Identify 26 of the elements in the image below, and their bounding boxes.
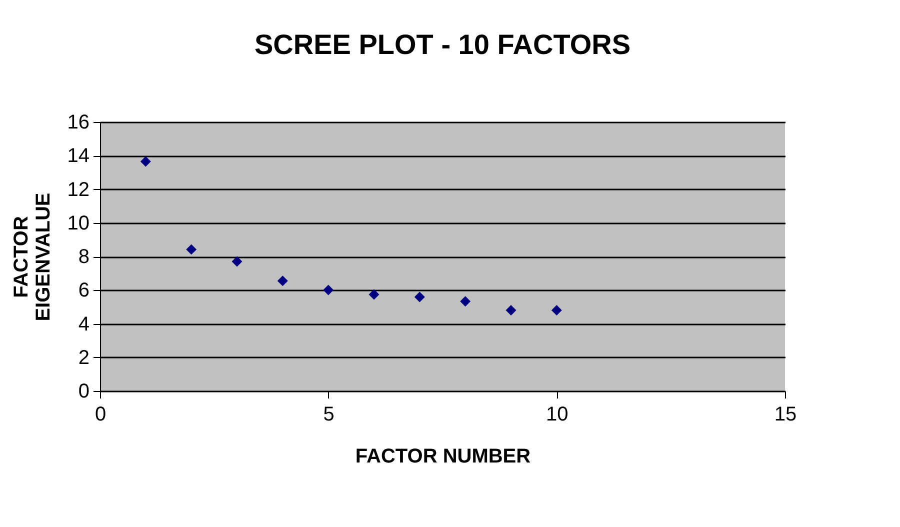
y-tick-label: 10 xyxy=(67,212,90,234)
y-tick-label: 12 xyxy=(67,178,90,201)
y-tick-label: 8 xyxy=(78,246,90,268)
x-axis-title: FACTOR NUMBER xyxy=(355,446,532,468)
chart-title: SCREE PLOT - 10 FACTORS xyxy=(254,29,630,60)
y-tick-label: 14 xyxy=(67,145,90,168)
point xyxy=(140,156,151,167)
y-axis-title: FACTOR EIGENVALUE xyxy=(10,192,54,322)
y-tick-label: 4 xyxy=(78,313,90,336)
point xyxy=(551,305,562,316)
x-tick-label: 10 xyxy=(546,404,568,426)
point xyxy=(414,292,425,302)
point xyxy=(368,289,380,300)
point xyxy=(277,276,288,286)
point xyxy=(323,284,334,296)
y-tick-label: 16 xyxy=(67,112,90,134)
y-tick-label: 0 xyxy=(78,380,90,402)
y-tick-label: 6 xyxy=(78,280,90,302)
point xyxy=(232,256,242,267)
point xyxy=(186,244,197,255)
point xyxy=(506,305,516,316)
x-tick-label: 0 xyxy=(94,404,106,426)
x-tick-label: 15 xyxy=(774,404,797,426)
x-tick-label: 5 xyxy=(323,404,334,426)
point xyxy=(460,296,471,307)
y-tick-label: 2 xyxy=(78,346,90,369)
